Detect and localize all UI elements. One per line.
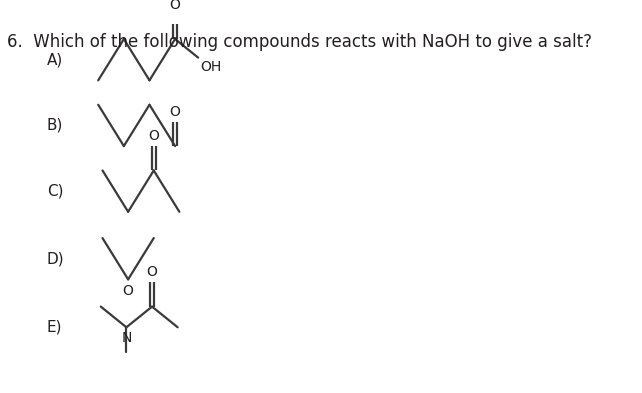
Text: 6.  Which of the following compounds reacts with NaOH to give a salt?: 6. Which of the following compounds reac… <box>7 33 592 51</box>
Text: O: O <box>169 105 180 119</box>
Text: O: O <box>169 0 180 12</box>
Text: O: O <box>123 284 134 298</box>
Text: N: N <box>121 331 132 345</box>
Text: A): A) <box>47 52 63 67</box>
Text: D): D) <box>47 251 65 266</box>
Text: E): E) <box>47 320 62 335</box>
Text: C): C) <box>47 184 64 198</box>
Text: OH: OH <box>201 59 222 73</box>
Text: B): B) <box>47 118 64 133</box>
Text: O: O <box>148 129 159 143</box>
Text: O: O <box>146 265 157 279</box>
